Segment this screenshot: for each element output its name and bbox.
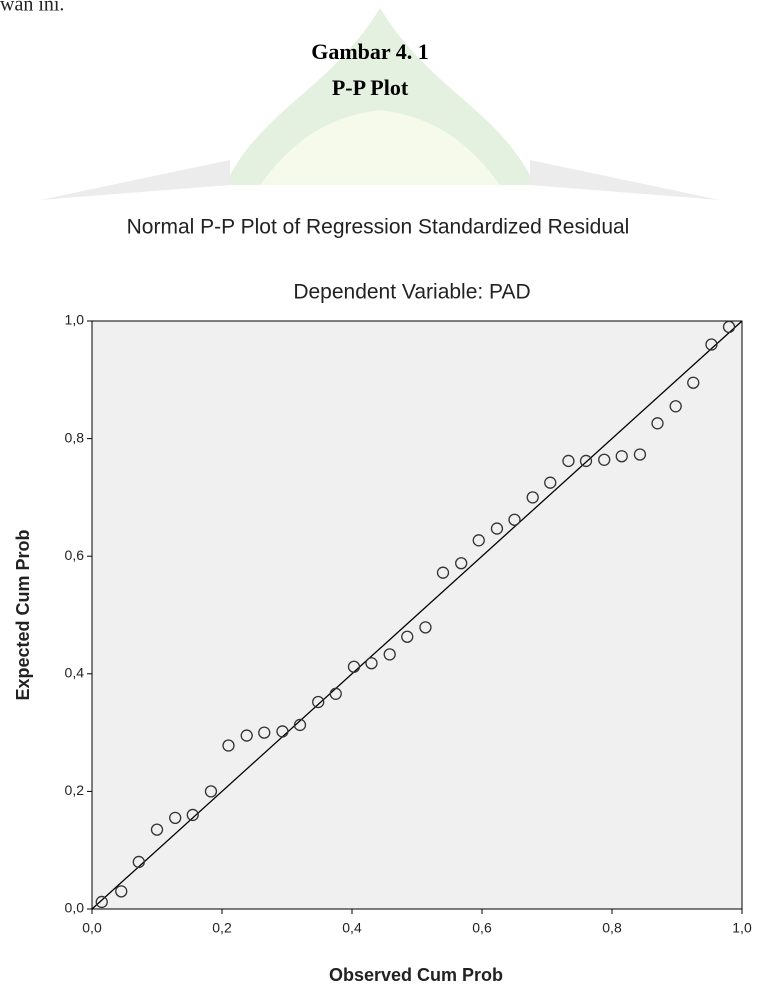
data-point: [490, 522, 504, 535]
data-point: [633, 448, 647, 461]
figure-number: Gambar 4. 1: [311, 39, 429, 64]
y-axis-label: Expected Cum Prob: [13, 529, 33, 700]
x-axis-label: Observed Cum Prob: [329, 965, 503, 985]
data-point: [436, 566, 450, 579]
data-point: [579, 454, 593, 468]
data-point: [401, 630, 414, 643]
data-point: [150, 823, 164, 836]
x-tick-label: 1,0: [732, 920, 752, 936]
data-point: [383, 648, 396, 661]
y-tick-label: 0,4: [65, 665, 85, 681]
data-point: [687, 376, 700, 389]
data-point: [132, 855, 145, 869]
data-point: [669, 400, 682, 413]
chart-title: Normal P-P Plot of Regression Standardiz…: [127, 216, 630, 239]
watermark: [40, 8, 720, 200]
data-point: [240, 729, 253, 742]
data-point: [472, 534, 485, 547]
y-tick-label: 1,0: [65, 312, 85, 328]
data-point: [115, 885, 128, 898]
data-point: [95, 895, 108, 909]
data-point: [347, 660, 361, 673]
watermark-inner: [260, 110, 500, 185]
data-point: [722, 320, 736, 334]
body-text: wan ini.: [0, 0, 64, 16]
y-tick-label: 0,8: [65, 429, 85, 445]
x-tick-label: 0,4: [342, 920, 362, 936]
x-tick-label: 0,8: [602, 920, 622, 936]
data-point: [276, 725, 289, 738]
data-point: [651, 417, 664, 430]
x-tick-label: 0,0: [82, 920, 102, 936]
data-point: [186, 808, 199, 822]
data-point: [598, 453, 611, 466]
data-point: [204, 785, 218, 798]
data-point: [526, 491, 539, 504]
y-tick-label: 0,0: [65, 900, 85, 916]
data-point: [258, 726, 271, 739]
data-point: [365, 657, 378, 670]
data-point: [169, 811, 182, 825]
y-tick-label: 0,2: [65, 782, 85, 798]
data-point: [419, 621, 432, 634]
data-point: [562, 454, 575, 468]
watermark-wing: [40, 160, 720, 200]
data-point: [222, 739, 235, 752]
data-point: [508, 513, 521, 526]
data-point: [455, 557, 468, 570]
data-point: [705, 338, 718, 351]
y-tick-label: 0,6: [65, 547, 85, 563]
x-tick-label: 0,2: [212, 920, 232, 936]
data-point: [544, 476, 557, 489]
data-point: [312, 695, 325, 709]
chart-subtitle: Dependent Variable: PAD: [293, 281, 530, 304]
data-point: [615, 450, 628, 463]
reference-line: [91, 320, 743, 910]
watermark-shape: [225, 8, 535, 185]
data-point: [293, 718, 307, 732]
x-tick-label: 0,6: [472, 920, 492, 936]
figure-title: P-P Plot: [332, 75, 409, 100]
data-point: [329, 687, 342, 700]
